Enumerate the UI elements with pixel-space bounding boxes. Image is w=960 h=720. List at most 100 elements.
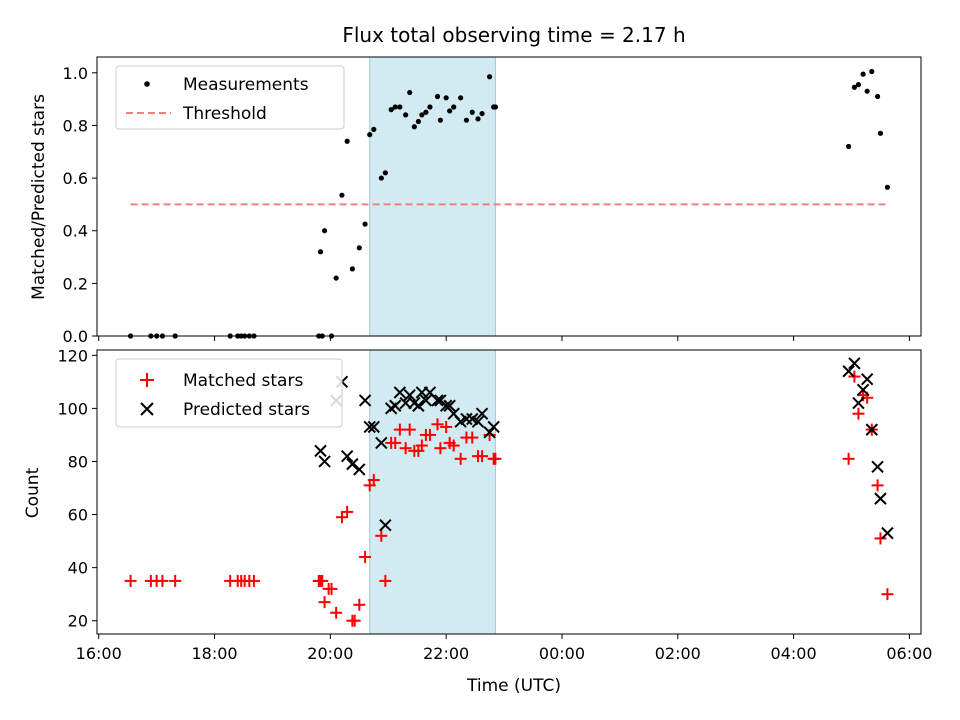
measurement-point xyxy=(851,84,858,90)
predicted-star-point xyxy=(871,460,884,473)
predicted-star-point xyxy=(340,449,354,463)
bottom-x-ticks: 16:00 18:00 20:00 22:00 00:00 02:00 04:00 06:00 xyxy=(76,634,932,663)
chart-title: Flux total observing time = 2.17 h xyxy=(342,23,685,47)
predicted-star-point xyxy=(314,444,327,458)
measurement-point xyxy=(437,117,443,123)
y-tick-label: 0.2 xyxy=(63,274,88,293)
matched-star-point xyxy=(379,574,392,587)
matched-star-point xyxy=(842,452,855,465)
legend-predicted-label: Predicted stars xyxy=(183,400,310,420)
measurement-point xyxy=(877,130,884,136)
matched-star-point xyxy=(335,511,348,524)
matched-star-point xyxy=(871,479,884,492)
matched-star-point xyxy=(325,582,338,595)
predicted-star-point xyxy=(487,420,500,434)
x-tick-label: 20:00 xyxy=(307,644,353,663)
y-tick-label: 80 xyxy=(68,452,88,471)
top-axes-frame xyxy=(96,56,922,337)
observing-span xyxy=(369,56,496,337)
predicted-star-point xyxy=(874,492,887,505)
y-tick-label: 20 xyxy=(68,612,88,631)
measurement-point xyxy=(362,221,368,227)
x-axis-label: Time (UTC) xyxy=(466,676,561,696)
matched-star-point xyxy=(848,370,861,383)
predicted-star-point xyxy=(431,394,444,407)
matched-star-point xyxy=(156,574,169,587)
matched-star-point xyxy=(440,420,453,433)
top-legend-box xyxy=(115,65,345,130)
measurement-point xyxy=(469,109,475,115)
matched-star-point xyxy=(314,574,327,587)
predicted-star-point xyxy=(852,396,865,410)
predicted-star-point xyxy=(419,394,433,407)
measurement-point xyxy=(479,110,485,117)
predicted-star-point xyxy=(367,420,380,434)
measurement-point xyxy=(855,82,862,88)
y-tick-label: 100 xyxy=(57,399,88,418)
measurement-points xyxy=(127,68,891,339)
matched-stars-points xyxy=(124,370,894,627)
matched-star-point xyxy=(389,436,402,449)
top-y-ticks: 0.0 0.2 0.4 0.6 0.8 1.0 xyxy=(63,64,97,346)
measurement-point xyxy=(492,104,498,110)
matched-star-point xyxy=(476,450,489,463)
y-tick-label: 0.8 xyxy=(63,116,88,135)
predicted-star-point xyxy=(865,423,878,436)
y-tick-label: 0.6 xyxy=(63,169,88,188)
y-tick-label: 1.0 xyxy=(63,64,88,83)
matched-star-point xyxy=(852,407,865,420)
legend-matched-marker xyxy=(140,373,154,387)
predicted-star-point xyxy=(856,383,870,397)
predicted-star-point xyxy=(375,436,388,450)
measurement-point xyxy=(371,126,377,132)
matched-star-point xyxy=(466,431,479,444)
matched-star-point xyxy=(341,505,354,518)
bottom-axes-frame xyxy=(96,349,922,635)
measurement-point xyxy=(487,74,493,80)
measurement-point xyxy=(458,95,464,101)
measurement-point xyxy=(317,249,324,255)
top-x-ticks xyxy=(98,336,910,341)
predicted-star-point xyxy=(412,399,425,412)
matched-star-point xyxy=(353,598,366,611)
matched-star-point xyxy=(423,428,436,441)
matched-star-point xyxy=(403,423,416,436)
measurement-point xyxy=(443,95,449,101)
bottom-y-axis-label: Count xyxy=(23,467,43,518)
matched-star-point xyxy=(367,474,380,487)
x-tick-label: 00:00 xyxy=(539,644,585,663)
x-tick-label: 22:00 xyxy=(423,644,469,663)
y-tick-label: 40 xyxy=(68,559,88,578)
bottom-panel: 20 40 60 80 100 120 16:00 18:00 20:00 22:00 00:00… xyxy=(23,346,932,696)
x-tick-label: 16:00 xyxy=(76,644,122,663)
predicted-star-point xyxy=(363,420,376,434)
predicted-star-point xyxy=(358,394,372,407)
predicted-star-point xyxy=(443,399,456,412)
x-tick-label: 04:00 xyxy=(771,644,817,663)
matched-star-point xyxy=(881,588,894,601)
measurement-point xyxy=(367,132,373,138)
top-y-axis-label: Matched/Predicted stars xyxy=(29,94,49,300)
x-tick-label: 06:00 xyxy=(886,644,932,663)
legend-measurements-marker xyxy=(144,81,150,87)
measurement-point xyxy=(397,104,403,110)
measurement-point xyxy=(349,266,355,272)
predicted-star-point xyxy=(460,412,473,426)
measurement-point xyxy=(388,107,394,113)
bottom-legend-box xyxy=(115,358,343,428)
legend-predicted-marker xyxy=(140,402,154,416)
predicted-star-point xyxy=(471,415,485,428)
measurement-point xyxy=(423,109,429,115)
predicted-star-point xyxy=(881,526,894,540)
matched-star-point xyxy=(454,452,467,465)
measurement-point xyxy=(475,116,481,122)
y-tick-label: 120 xyxy=(57,346,88,365)
matched-star-point xyxy=(247,574,260,587)
measurement-point xyxy=(447,108,453,114)
measurement-point xyxy=(884,184,891,190)
matched-star-point xyxy=(874,532,887,545)
predicted-star-point xyxy=(403,388,416,402)
predicted-star-point xyxy=(848,357,861,370)
legend-matched-label: Matched stars xyxy=(183,371,303,391)
